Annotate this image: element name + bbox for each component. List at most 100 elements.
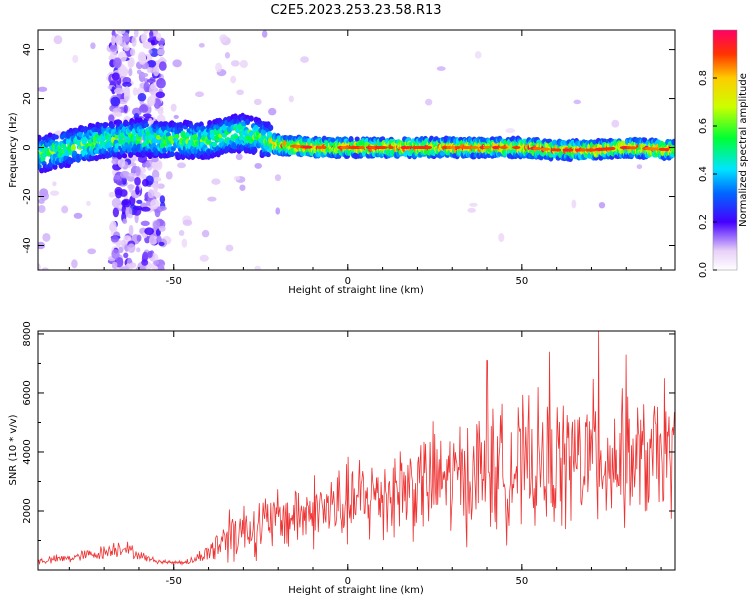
spectrogram-noise-blob bbox=[173, 114, 179, 120]
spectrogram-noise-blob bbox=[474, 51, 482, 59]
spectrogram-ridge-peak bbox=[388, 145, 394, 150]
spectrogram-ridge-peak bbox=[483, 145, 492, 150]
spectrogram-ridge-cell bbox=[671, 138, 675, 146]
spectrogram-ridge-peak bbox=[454, 145, 461, 150]
spectrogram-noise-column-blob bbox=[136, 247, 141, 253]
spectrogram-ridge-cell bbox=[192, 133, 198, 139]
spectrogram-noise-column-blob bbox=[112, 207, 120, 218]
spectrogram-noise-blob bbox=[71, 259, 78, 269]
snr-x-tick-label: 50 bbox=[515, 576, 528, 587]
spectrogram-ridge-peak bbox=[512, 145, 521, 150]
spectrogram-y-tick-label: -20 bbox=[22, 188, 33, 204]
colorbar: 0.0 0.2 0.4 0.6 0.8 Normalized spectral ampl… bbox=[698, 29, 749, 278]
spectrogram-noise-column-blob bbox=[141, 178, 150, 187]
snr-frame bbox=[37, 330, 676, 571]
spectrogram-noise-column-blob bbox=[138, 54, 147, 65]
spectrogram-noise-column-blob bbox=[147, 59, 157, 68]
spectrogram-noise-column-blob bbox=[108, 114, 115, 123]
spectrogram-noise-column-blob bbox=[126, 175, 136, 182]
spectrogram-noise-blob bbox=[52, 181, 57, 187]
spectrogram-noise-column-blob bbox=[109, 44, 118, 52]
spectrogram-y-tick-label: -40 bbox=[22, 237, 33, 253]
spectrogram-noise-column-blob bbox=[143, 30, 149, 34]
spectrogram-noise-column-blob bbox=[147, 189, 155, 199]
spectrogram-noise-column-blob bbox=[159, 195, 166, 204]
spectrogram-ridge-peak bbox=[405, 145, 411, 150]
spectrogram-noise-blob bbox=[86, 200, 91, 206]
colorbar-gradient bbox=[712, 29, 738, 271]
spectrogram-noise-blob bbox=[61, 205, 69, 214]
spectrogram-noise-blob bbox=[300, 56, 309, 63]
spectrogram-noise-blob bbox=[230, 60, 240, 67]
spectrogram-noise-blob bbox=[425, 98, 433, 106]
spectrogram-noise-blob bbox=[165, 171, 173, 180]
spectrogram-noise-column-blob bbox=[123, 45, 130, 52]
spectrogram-ridge-cell bbox=[212, 141, 218, 148]
spectrogram-noise-blob bbox=[505, 128, 516, 134]
spectrogram-heatmap bbox=[38, 30, 675, 270]
spectrogram-noise-column-blob bbox=[127, 184, 135, 190]
spectrogram-noise-blob bbox=[573, 99, 582, 105]
snr-y-tick-label: 8000 bbox=[22, 321, 33, 346]
spectrogram-noise-column-blob bbox=[110, 235, 119, 243]
spectrogram-noise-blob bbox=[261, 30, 268, 38]
spectrogram-noise-column-blob bbox=[148, 84, 157, 95]
spectrogram-noise-blob bbox=[195, 91, 204, 98]
spectrogram-noise-column-blob bbox=[121, 205, 127, 215]
spectrogram-noise-column-blob bbox=[128, 224, 134, 236]
snr-y-tick-label: 2000 bbox=[22, 498, 33, 523]
spectrogram-noise-column-blob bbox=[136, 234, 142, 242]
spectrogram-noise-column-blob bbox=[117, 158, 126, 168]
spectrogram-ridge-cell bbox=[244, 118, 251, 126]
spectrogram-ridge-peak bbox=[302, 145, 313, 149]
spectrogram-noise-blob bbox=[41, 267, 49, 270]
spectrogram-noise-column-blob bbox=[157, 108, 164, 115]
spectrogram-noise-column-blob bbox=[144, 227, 155, 236]
spectrogram-y-tick-label: 40 bbox=[22, 43, 33, 56]
colorbar-tick-label: 0.6 bbox=[698, 118, 709, 134]
spectrogram-ridge-peak bbox=[492, 145, 499, 150]
spectrogram-noise-column-blob bbox=[122, 218, 128, 224]
spectrogram-noise-column-blob bbox=[150, 39, 156, 46]
spectrogram-noise-blob bbox=[172, 59, 182, 68]
spectrogram-y-label: Frequency (Hz) bbox=[8, 112, 19, 188]
spectrogram-noise-column-blob bbox=[134, 177, 141, 186]
spectrogram-noise-column-blob bbox=[140, 206, 151, 212]
spectrogram-noise-column-blob bbox=[138, 104, 149, 113]
spectrogram-noise-column-blob bbox=[157, 48, 166, 56]
snr-panel: -50 0 50 2000 4000 6000 8000 Height of straigh… bbox=[8, 321, 676, 596]
spectrogram-noise-blob bbox=[254, 265, 261, 270]
spectrogram-noise-blob bbox=[38, 86, 48, 92]
spectrogram-noise-column-blob bbox=[114, 111, 123, 117]
spectrogram-noise-blob bbox=[239, 59, 248, 69]
spectrogram-ridge-cell bbox=[52, 163, 58, 170]
spectrogram-noise-blob bbox=[182, 219, 193, 226]
snr-x-tick-label: 0 bbox=[345, 576, 351, 587]
spectrogram-ridge-peak bbox=[579, 148, 587, 152]
spectrogram-ridge-peak bbox=[377, 145, 388, 150]
spectrogram-noise-column-blob bbox=[123, 104, 128, 113]
spectrogram-noise-blob bbox=[42, 232, 51, 242]
spectrogram-noise-blob bbox=[198, 42, 205, 48]
spectrogram-panel: -50 0 50 -40 -20 0 20 40 Height of straight lin… bbox=[8, 29, 676, 296]
spectrogram-noise-column-blob bbox=[122, 36, 130, 42]
snr-x-tick-label: -50 bbox=[166, 576, 182, 587]
spectrogram-noise-column-blob bbox=[114, 186, 123, 196]
spectrogram-noise-column-blob bbox=[140, 220, 150, 227]
spectrogram-noise-blob bbox=[469, 202, 478, 207]
figure-title: C2E5.2023.253.23.58.R13 bbox=[270, 3, 441, 18]
spectrogram-noise-blob bbox=[436, 66, 446, 71]
spectrogram-noise-column-blob bbox=[129, 262, 137, 269]
spectrogram-noise-column-blob bbox=[156, 235, 162, 244]
spectrogram-noise-blob bbox=[199, 254, 209, 262]
spectrogram-ridge-peak bbox=[540, 147, 551, 151]
spectrogram-ridge-cell bbox=[439, 151, 446, 156]
spectrogram-x-tick-label: 50 bbox=[515, 276, 528, 287]
colorbar-tick-label: 0.2 bbox=[698, 214, 709, 230]
spectrogram-noise-column-blob bbox=[127, 172, 136, 177]
spectrogram-noise-blob bbox=[211, 178, 221, 185]
spectrogram-ridge-cell bbox=[551, 139, 558, 147]
spectrogram-noise-column-blob bbox=[158, 225, 166, 232]
spectrogram-noise-blob bbox=[50, 190, 60, 196]
spectrogram-noise-column-blob bbox=[132, 87, 138, 96]
